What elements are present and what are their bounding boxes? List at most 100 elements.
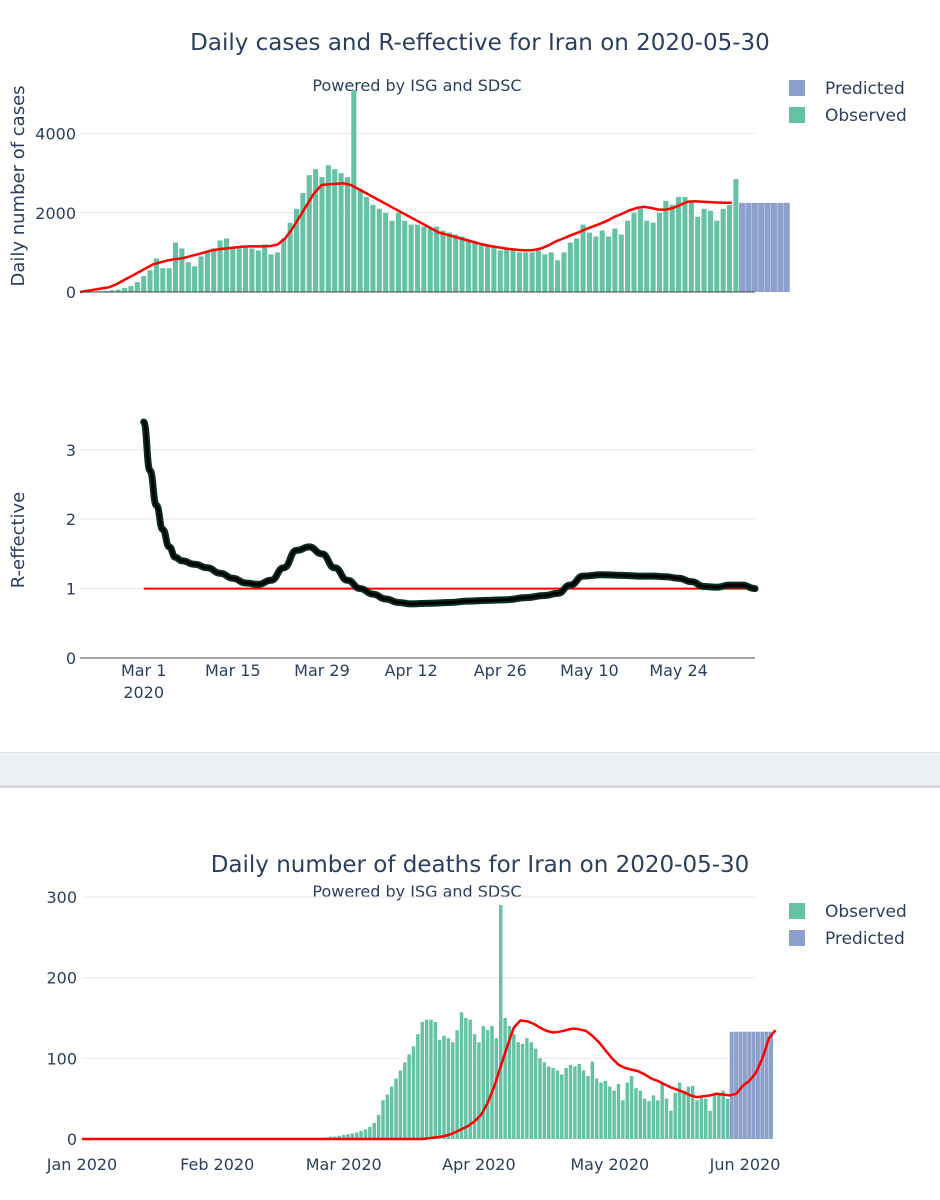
reff-x-tick-label: 2020 [123,683,164,702]
cases-bar-observed [109,290,115,292]
deaths-bar-observed [368,1126,372,1139]
cases-bar-observed [434,226,440,292]
deaths-bar-observed [498,905,503,1139]
cases-bar-observed [650,222,656,292]
deaths-bar-observed [429,1019,433,1139]
deaths-bar-observed [503,1018,507,1139]
cases-bar-observed [204,252,210,292]
cases-bar-observed [580,224,586,292]
deaths-bar-observed [669,1110,673,1139]
reff-x-tick-label: Mar 29 [294,661,350,680]
cases-bar-observed [586,232,592,292]
deaths-bar-observed [577,1063,581,1139]
cases-bar-observed [567,242,573,292]
cases-bar-observed [351,89,357,292]
cases-bar-observed [274,252,280,292]
deaths-legend[interactable]: Observed Predicted [789,902,907,949]
cases-bar-observed [402,220,408,292]
cases-subtitle: Powered by ISG and SDSC [312,76,521,95]
reff-y-tick-label: 0 [66,649,76,668]
deaths-bar-observed [568,1064,573,1139]
deaths-bar-observed [603,1080,608,1139]
cases-bar-observed [243,246,249,292]
deaths-x-tick-label: Jan 2020 [46,1155,117,1174]
reff-x-tick-label: May 10 [560,661,619,680]
deaths-bar-observed [712,1094,717,1139]
deaths-y-ticks: 0 100 200 300 [46,888,77,1149]
cases-legend[interactable]: Predicted Observed [789,79,907,126]
cases-bar-observed [720,208,726,292]
cases-bar-observed [625,220,631,292]
cases-bar-observed [281,238,287,292]
cases-bar-observed [198,256,204,292]
deaths-bar-observed [560,1074,564,1139]
cases-bar-observed [313,169,319,292]
deaths-bar-observed [446,1038,451,1139]
cases-bar-observed [364,196,370,292]
reff-x-tick-label: May 24 [649,661,708,680]
cases-bar-observed [427,228,433,292]
legend-label-predicted: Predicted [825,79,905,99]
cases-bar-observed [141,276,147,292]
deaths-bar-observed [442,1035,446,1139]
deaths-y-tick-label: 300 [46,888,77,907]
cases-bar-observed [249,248,255,292]
cases-bar-predicted [777,202,784,292]
deaths-bar-observed [625,1082,629,1139]
deaths-bar-observed [608,1086,612,1139]
deaths-bar-predicted [755,1031,760,1139]
cases-smoothed-line [79,182,732,294]
cases-bar-observed [605,236,612,292]
reff-y-tick-label: 1 [66,580,76,599]
deaths-bar-observed [455,1030,459,1139]
deaths-bar-observed [686,1086,691,1139]
legend-swatch-predicted [789,80,805,96]
deaths-bar-observed [512,1034,516,1139]
cases-bar-observed [485,244,491,292]
cases-bar-observed [707,210,713,292]
cases-bar-observed [695,216,701,292]
deaths-bar-observed [363,1129,368,1139]
deaths-smoothed-line [82,1019,777,1141]
cases-bar-observed [414,224,421,292]
deaths-bar-observed [376,1114,381,1139]
deaths-bar-observed [372,1122,376,1139]
cases-bars [83,89,790,292]
cases-bar-observed [656,212,663,292]
cases-bar-observed [593,236,599,292]
deaths-bars [311,905,774,1139]
legend-label-observed: Observed [825,106,907,126]
reff-y-ticks: 0 1 2 3 [66,441,76,668]
cases-y-tick-label: 0 [66,283,76,302]
deaths-bar-observed [590,1061,595,1139]
cases-bar-observed [344,177,350,292]
deaths-bar-observed [468,1019,472,1139]
cases-grid [80,133,755,214]
deaths-bar-observed [677,1082,682,1139]
deaths-bar-observed [581,1070,586,1139]
deaths-bar-observed [533,1048,538,1139]
cases-bar-observed [472,242,478,292]
deaths-x-tick-label: May 2020 [570,1155,649,1174]
deaths-bar-observed [464,1018,468,1139]
cases-bar-observed [179,248,185,292]
deaths-bar-observed [695,1100,699,1139]
cases-bar-observed [166,268,172,292]
deaths-bar-observed [660,1082,664,1139]
cases-bar-observed [268,254,274,292]
cases-bar-observed [319,177,325,292]
cases-bar-observed [555,260,561,292]
reff-x-tick-label: Mar 15 [205,661,261,680]
cases-bar-observed [733,179,739,292]
deaths-x-tick-label: Apr 2020 [442,1155,515,1174]
deaths-title: Daily number of deaths for Iran on 2020-… [211,852,750,878]
cases-bar-observed [325,165,331,292]
cases-bar-observed [644,220,650,292]
cases-bar-predicted [770,202,777,292]
cases-y-tick-label: 4000 [35,125,76,144]
cases-bar-observed [574,238,580,292]
deaths-bar-observed [721,1090,725,1139]
deaths-bar-observed [494,1038,499,1139]
deaths-subtitle: Powered by ISG and SDSC [312,882,521,901]
cases-bar-observed [529,252,535,292]
